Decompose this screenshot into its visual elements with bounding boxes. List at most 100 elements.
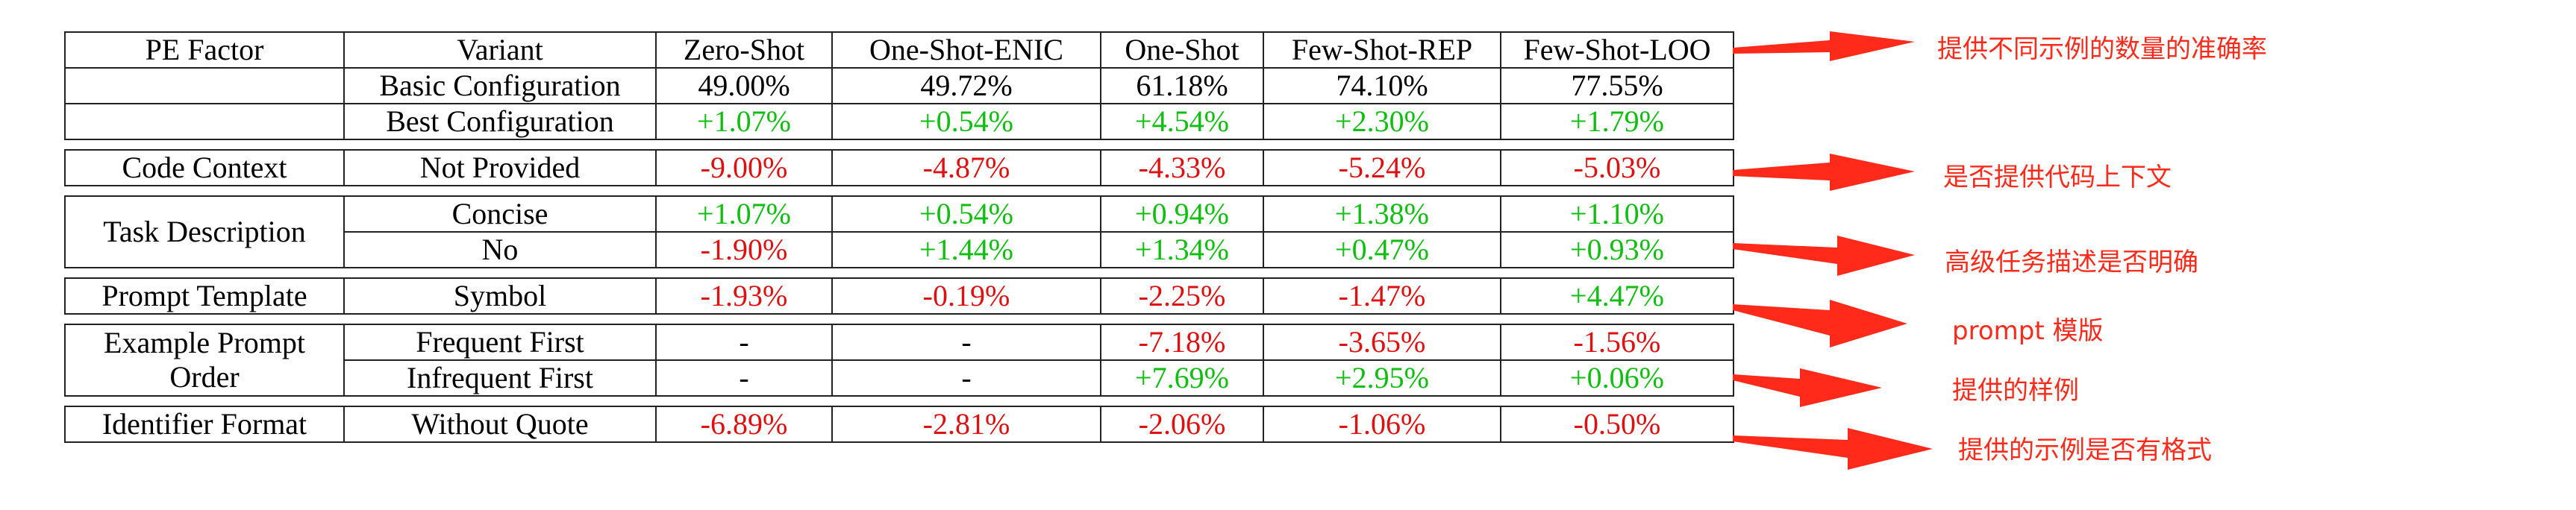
value-cell: 49.00% xyxy=(655,67,833,104)
value-cell: - xyxy=(831,324,1101,361)
value-cell: +7.69% xyxy=(1100,359,1264,397)
value-cell: +0.47% xyxy=(1263,231,1501,268)
table-row: Identifier Format Without Quote -6.89% -… xyxy=(64,406,1734,443)
annotation-label: 高级任务描述是否明确 xyxy=(1945,248,2198,277)
variant-cell: Best Configuration xyxy=(343,103,657,140)
table-row: Basic Configuration 49.00% 49.72% 61.18%… xyxy=(64,67,1734,104)
variant-cell: Concise xyxy=(343,195,657,233)
value-cell: -4.33% xyxy=(1100,149,1264,186)
factor-cell: Task Description xyxy=(64,195,345,268)
table-row: Example Prompt Order Frequent First - - … xyxy=(64,324,1734,397)
value-cell: -3.65% xyxy=(1263,324,1501,361)
value-cell: +0.06% xyxy=(1500,359,1734,397)
value-cell: -2.81% xyxy=(831,406,1101,443)
value-cell: +0.54% xyxy=(831,195,1101,233)
value-cell: -4.87% xyxy=(831,149,1101,186)
factor-line: Order xyxy=(169,360,240,394)
value-cell: 74.10% xyxy=(1263,67,1501,104)
value-cell: +2.95% xyxy=(1263,359,1501,397)
variant-cell: Not Provided xyxy=(343,149,657,186)
value-cell: +1.07% xyxy=(655,103,833,140)
value-cell: +4.47% xyxy=(1500,277,1734,315)
value-cell: -6.89% xyxy=(655,406,833,443)
annotation-label: prompt 模版 xyxy=(1952,316,2104,346)
value-cell: +1.38% xyxy=(1263,195,1501,233)
value-cell: -1.93% xyxy=(655,277,833,315)
factor-cell xyxy=(64,103,345,140)
factor-cell: Prompt Template xyxy=(64,277,345,315)
value-cell: -5.24% xyxy=(1263,149,1501,186)
table-row: Best Configuration +1.07% +0.54% +4.54% … xyxy=(64,103,1734,140)
factor-cell: Identifier Format xyxy=(64,406,345,443)
table-row: Prompt Template Symbol -1.93% -0.19% -2.… xyxy=(64,277,1734,315)
header-cell: One-Shot xyxy=(1100,31,1264,69)
value-cell: +1.34% xyxy=(1100,231,1264,268)
annotation-label: 提供的样例 xyxy=(1952,376,2079,406)
arrow-icon xyxy=(1733,300,1907,347)
arrow-icon xyxy=(1733,236,1915,276)
factor-cell: Code Context xyxy=(64,149,345,186)
table-row: Infrequent First - - +7.69% +2.95% +0.06… xyxy=(65,359,1734,397)
value-cell: -1.47% xyxy=(1263,277,1501,315)
header-cell: Few-Shot-LOO xyxy=(1500,31,1734,69)
value-cell: -2.25% xyxy=(1100,277,1264,315)
header-cell: Zero-Shot xyxy=(655,31,833,69)
header-cell: One-Shot-ENIC xyxy=(831,31,1101,69)
table-group-identifier-format: Identifier Format Without Quote -6.89% -… xyxy=(64,406,1734,443)
table-group-task-description: Task Description Concise +1.07% +0.54% +… xyxy=(64,195,1734,268)
results-table: PE Factor Variant Zero-Shot One-Shot-ENI… xyxy=(64,31,1734,443)
value-cell: 61.18% xyxy=(1100,67,1264,104)
annotation-label: 是否提供代码上下文 xyxy=(1943,163,2172,192)
factor-cell: Example Prompt Order xyxy=(64,324,345,397)
value-cell: -0.50% xyxy=(1500,406,1734,443)
arrow-icon xyxy=(1733,154,1915,191)
factor-cell xyxy=(64,67,345,104)
table-group-prompt-template: Prompt Template Symbol -1.93% -0.19% -2.… xyxy=(64,277,1734,315)
value-cell: +1.79% xyxy=(1500,103,1734,140)
arrow-icon xyxy=(1733,31,1915,61)
value-cell: 49.72% xyxy=(831,67,1101,104)
value-cell: +1.10% xyxy=(1500,195,1734,233)
variant-cell: Infrequent First xyxy=(343,359,657,397)
value-cell: +1.44% xyxy=(831,231,1101,268)
header-cell: Few-Shot-REP xyxy=(1263,31,1501,69)
variant-cell: Frequent First xyxy=(343,324,657,361)
value-cell: -5.03% xyxy=(1500,149,1734,186)
annotation-label: 提供不同示例的数量的准确率 xyxy=(1937,34,2267,64)
value-cell: -1.90% xyxy=(655,231,833,268)
variant-cell: Basic Configuration xyxy=(343,67,657,104)
value-cell: +0.93% xyxy=(1500,231,1734,268)
table-group-code-context: Code Context Not Provided -9.00% -4.87% … xyxy=(64,149,1734,186)
variant-cell: Without Quote xyxy=(343,406,657,443)
value-cell: 77.55% xyxy=(1500,67,1734,104)
arrow-icon xyxy=(1733,368,1882,407)
table-group-header: PE Factor Variant Zero-Shot One-Shot-ENI… xyxy=(64,31,1734,140)
value-cell: -1.56% xyxy=(1500,324,1734,361)
value-cell: -7.18% xyxy=(1100,324,1264,361)
value-cell: +4.54% xyxy=(1100,103,1264,140)
factor-line: Example Prompt xyxy=(104,326,305,359)
value-cell: - xyxy=(831,359,1101,397)
annotation-label: 提供的示例是否有格式 xyxy=(1958,435,2212,465)
variant-cell: No xyxy=(343,231,657,268)
value-cell: +0.94% xyxy=(1100,195,1264,233)
value-cell: -1.06% xyxy=(1263,406,1501,443)
variant-cell: Symbol xyxy=(343,277,657,315)
value-cell: -2.06% xyxy=(1100,406,1264,443)
value-cell: - xyxy=(655,324,833,361)
table-group-example-prompt-order: Example Prompt Order Frequent First - - … xyxy=(64,324,1734,397)
table-row: No -1.90% +1.44% +1.34% +0.47% +0.93% xyxy=(65,231,1734,268)
header-cell: PE Factor xyxy=(64,31,345,69)
header-row: PE Factor Variant Zero-Shot One-Shot-ENI… xyxy=(64,31,1734,69)
header-cell: Variant xyxy=(343,31,657,69)
value-cell: -9.00% xyxy=(655,149,833,186)
value-cell: - xyxy=(655,359,833,397)
value-cell: +0.54% xyxy=(831,103,1101,140)
arrow-icon xyxy=(1733,428,1933,470)
value-cell: +1.07% xyxy=(655,195,833,233)
table-row: Task Description Concise +1.07% +0.54% +… xyxy=(64,195,1734,268)
value-cell: -0.19% xyxy=(831,277,1101,315)
value-cell: +2.30% xyxy=(1263,103,1501,140)
